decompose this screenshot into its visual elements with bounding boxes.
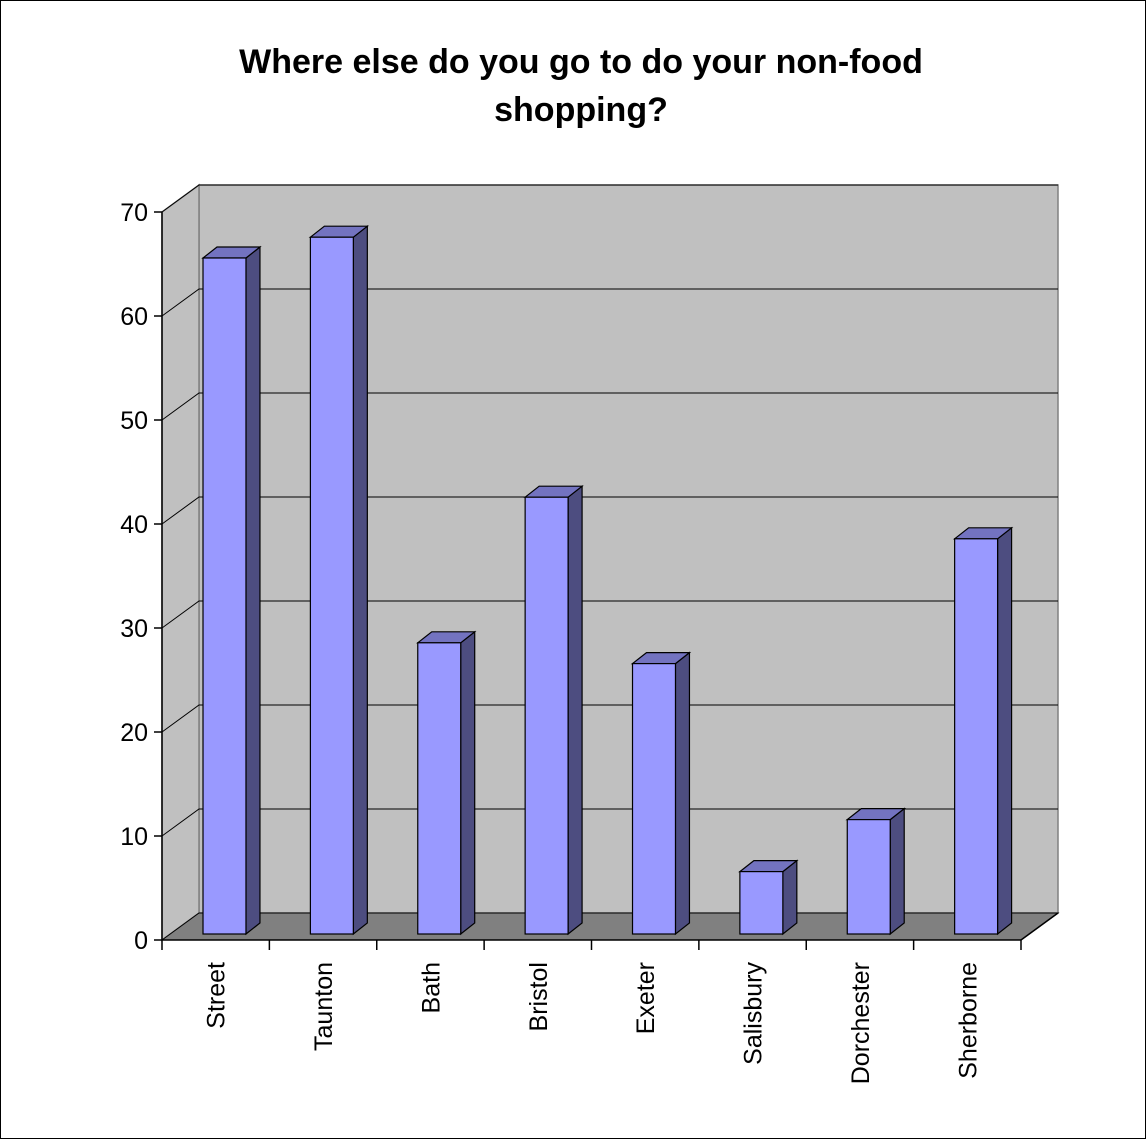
y-tick-label-40: 40: [120, 511, 148, 539]
bar-front-bristol: [524, 496, 569, 935]
bar-side-bristol: [567, 484, 583, 936]
floor: [160, 912, 1060, 941]
side-wall: [161, 183, 200, 942]
bar-side-sherborne: [996, 526, 1013, 936]
y-tick-label-30: 30: [120, 615, 148, 643]
y-tick-labels: 0 10 20 30 40 50 60 70: [120, 199, 148, 955]
bars: [201, 224, 1014, 936]
y-tick-label-60: 60: [120, 303, 148, 331]
gridline-70: [161, 184, 1058, 213]
axes: [154, 211, 1059, 950]
bar-bath: [416, 630, 477, 936]
bar-salisbury: [738, 859, 799, 936]
x-tick-label-street: Street: [203, 962, 231, 1029]
chart-title: Where else do you go to do your non-food…: [0, 38, 1146, 134]
gridline-20: [161, 704, 1058, 733]
y-tick-label-70: 70: [120, 199, 148, 227]
bar-front-dorchester: [846, 818, 891, 935]
gridline-10: [161, 808, 1058, 837]
y-tick-label-0: 0: [134, 927, 148, 955]
chart-title-line-1: Where else do you go to do your non-food: [239, 43, 923, 81]
y-tick-label-50: 50: [120, 407, 148, 435]
x-tick-label-dorchester: Dorchester: [847, 962, 875, 1084]
bar-front-sherborne: [954, 538, 999, 935]
bar-front-taunton: [309, 236, 354, 935]
gridline-30: [161, 600, 1058, 629]
bar-side-dorchester: [889, 807, 905, 936]
chart-walls: [160, 183, 1060, 942]
bar-side-exeter: [674, 651, 691, 936]
bar-front-salisbury: [739, 870, 784, 935]
x-tick-labels: Street Taunton Bath Bristol Exeter Salisbury D…: [203, 962, 983, 1085]
bar-side-street: [245, 245, 261, 936]
bar-side-bath: [460, 630, 476, 936]
x-tick-label-exeter: Exeter: [632, 962, 660, 1034]
x-tick-label-sherborne: Sherborne: [954, 962, 982, 1079]
y-tick-label-10: 10: [120, 823, 148, 851]
gridlines: [161, 184, 1058, 837]
x-tick-label-bath: Bath: [417, 962, 445, 1013]
gridline-50: [161, 392, 1058, 421]
x-tick-label-salisbury: Salisbury: [740, 962, 768, 1065]
bar-dorchester: [845, 807, 906, 936]
bar-taunton: [308, 224, 370, 936]
bar-sherborne: [952, 526, 1014, 936]
y-tick-label-20: 20: [120, 719, 148, 747]
x-tick-label-bristol: Bristol: [525, 962, 553, 1031]
bar-street: [201, 245, 262, 936]
bar-bristol: [523, 484, 584, 936]
bar-front-street: [202, 257, 247, 935]
bar-side-salisbury: [782, 859, 798, 936]
gridline-40: [161, 496, 1058, 525]
floor-edge: [1020, 912, 1059, 941]
x-tick-label-taunton: Taunton: [310, 962, 338, 1051]
chart-title-line-2: shopping?: [494, 91, 668, 129]
bar-front-bath: [417, 642, 462, 935]
bar-side-taunton: [352, 224, 368, 936]
gridline-60: [161, 288, 1058, 317]
bar-front-exeter: [631, 662, 677, 935]
bar-exeter: [630, 651, 692, 936]
